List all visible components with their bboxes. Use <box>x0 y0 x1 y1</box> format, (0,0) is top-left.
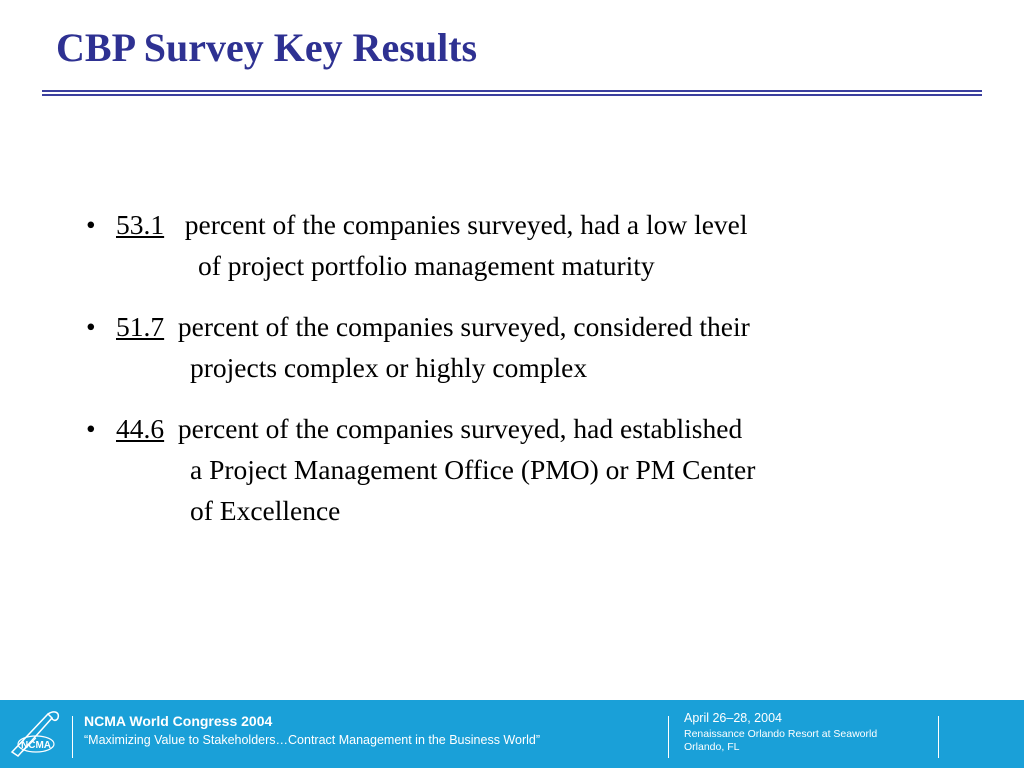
event-name: NCMA World Congress 2004 <box>84 713 273 729</box>
bullet-text: of project portfolio management maturity <box>198 250 655 281</box>
svg-text:NCMA: NCMA <box>21 740 51 751</box>
bullet-value: 51.7 <box>116 311 165 342</box>
venue-line: Renaissance Orlando Resort at Seaworld <box>684 728 878 740</box>
slide-footer: NCMA NCMA World Congress 2004 “Maximizin… <box>0 700 1024 768</box>
title-underline <box>42 90 982 92</box>
bullet-text: percent of the companies surveyed, had e… <box>177 413 743 444</box>
bullet-text: percent of the companies surveyed, had a… <box>184 209 748 240</box>
footer-divider <box>938 716 939 758</box>
bullet-text: of Excellence <box>190 495 341 526</box>
footer-divider <box>668 716 669 758</box>
list-item: • 53.1 percent of the companies surveyed… <box>86 204 946 286</box>
ncma-logo-icon: NCMA <box>8 708 64 760</box>
event-date: April 26–28, 2004 <box>684 711 782 725</box>
bullet-list: • 53.1 percent of the companies surveyed… <box>86 204 946 551</box>
bullet-icon: • <box>86 413 96 444</box>
bullet-line: 44.6 percent of the companies surveyed, … <box>86 408 946 449</box>
bullet-text: percent of the companies surveyed, consi… <box>177 311 750 342</box>
slide-title: CBP Survey Key Results <box>56 25 478 70</box>
event-tagline: “Maximizing Value to Stakeholders…Contra… <box>84 733 540 747</box>
bullet-icon: • <box>86 209 96 240</box>
title-underline <box>42 94 982 96</box>
bullet-value: 44.6 <box>116 413 165 444</box>
bullet-text: projects complex or highly complex <box>190 352 588 383</box>
event-venue: Renaissance Orlando Resort at Seaworld O… <box>684 728 877 754</box>
venue-line: Orlando, FL <box>684 741 740 753</box>
bullet-line: 53.1 percent of the companies surveyed, … <box>86 204 946 245</box>
bullet-icon: • <box>86 311 96 342</box>
bullet-value: 53.1 <box>116 209 165 240</box>
footer-divider <box>72 716 73 758</box>
list-item: • 44.6 percent of the companies surveyed… <box>86 408 946 531</box>
list-item: • 51.7 percent of the companies surveyed… <box>86 306 946 388</box>
bullet-text: a Project Management Office (PMO) or PM … <box>190 454 756 485</box>
bullet-line: 51.7 percent of the companies surveyed, … <box>86 306 946 347</box>
